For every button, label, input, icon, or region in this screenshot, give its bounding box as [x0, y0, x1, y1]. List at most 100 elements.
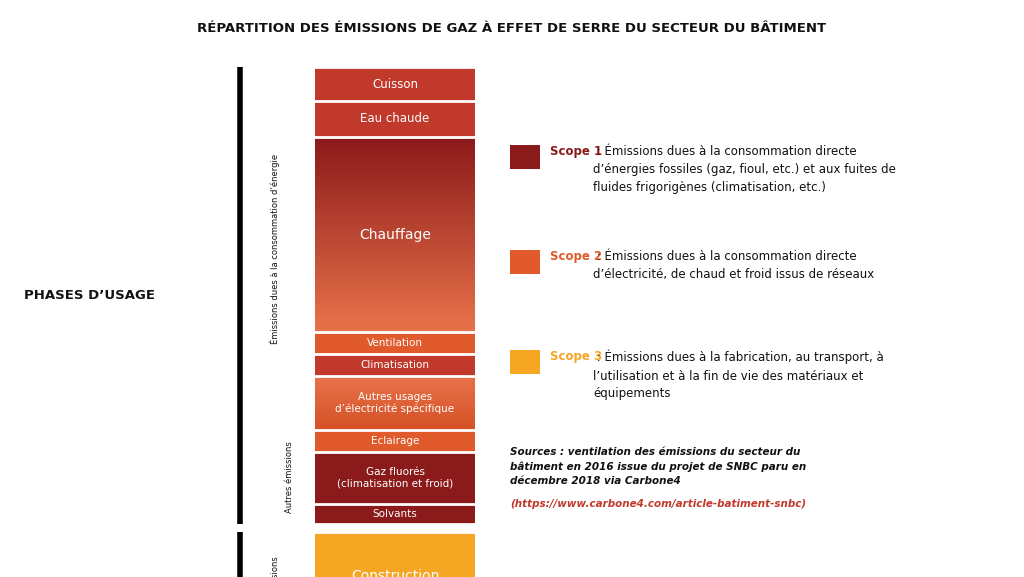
Bar — [315, 231, 475, 234]
Bar — [315, 421, 475, 422]
Text: Ventilation: Ventilation — [367, 338, 423, 348]
Bar — [315, 211, 475, 215]
Text: Autres émissions: Autres émissions — [286, 441, 295, 513]
Bar — [315, 389, 475, 391]
Text: Autres émissions: Autres émissions — [270, 556, 280, 577]
Bar — [315, 166, 475, 170]
Bar — [315, 504, 475, 524]
Bar — [315, 415, 475, 417]
Bar — [315, 273, 475, 277]
Bar — [315, 414, 475, 415]
Bar — [510, 350, 540, 374]
Bar — [315, 422, 475, 424]
Bar — [315, 149, 475, 153]
Bar — [315, 243, 475, 248]
Bar — [315, 395, 475, 396]
Bar — [315, 381, 475, 383]
Bar — [315, 406, 475, 407]
Bar — [315, 430, 475, 452]
Bar — [315, 296, 475, 299]
Bar — [315, 403, 475, 405]
Bar — [315, 410, 475, 411]
Bar — [315, 267, 475, 270]
Bar — [315, 260, 475, 264]
Bar — [315, 325, 475, 329]
Text: Solvants: Solvants — [373, 509, 418, 519]
Text: PHASES D’USAGE: PHASES D’USAGE — [25, 289, 156, 302]
Bar — [315, 532, 475, 577]
Bar — [315, 417, 475, 418]
Bar — [315, 163, 475, 166]
Bar — [315, 143, 475, 147]
Bar — [315, 403, 475, 404]
Bar — [315, 398, 475, 399]
Bar — [315, 399, 475, 400]
Bar — [315, 402, 475, 403]
Bar — [315, 423, 475, 425]
Bar — [315, 67, 475, 101]
Bar — [315, 322, 475, 325]
Text: Scope 1: Scope 1 — [550, 145, 602, 158]
Bar — [315, 452, 475, 504]
Bar — [315, 392, 475, 394]
Bar — [315, 378, 475, 380]
Bar — [510, 250, 540, 274]
Bar — [315, 385, 475, 387]
Bar — [315, 140, 475, 144]
Bar — [315, 305, 475, 309]
Bar — [315, 376, 475, 378]
Bar — [315, 386, 475, 388]
Bar — [315, 146, 475, 150]
Bar — [315, 391, 475, 392]
Bar — [315, 407, 475, 409]
Text: : Émissions dues à la consommation directe
d’énergies fossiles (gaz, fioul, etc.: : Émissions dues à la consommation direc… — [593, 145, 896, 194]
Bar — [315, 379, 475, 380]
Bar — [315, 257, 475, 260]
Bar — [315, 332, 475, 354]
Bar — [315, 384, 475, 385]
Bar — [315, 409, 475, 410]
Bar — [315, 101, 475, 137]
Bar — [315, 312, 475, 316]
Bar — [315, 270, 475, 273]
Bar — [315, 424, 475, 425]
Bar — [315, 377, 475, 379]
Bar — [315, 387, 475, 388]
Bar — [315, 408, 475, 409]
Text: (https://www.carbone4.com/article-batiment-snbc): (https://www.carbone4.com/article-batime… — [510, 499, 806, 509]
Bar — [315, 286, 475, 290]
Bar — [315, 383, 475, 384]
Bar — [315, 175, 475, 179]
Bar — [315, 419, 475, 421]
Text: Eclairage: Eclairage — [371, 436, 419, 446]
Bar — [315, 405, 475, 407]
Bar — [315, 185, 475, 189]
Text: : Émissions dues à la consommation directe
d’électricité, de chaud et froid issu: : Émissions dues à la consommation direc… — [593, 250, 874, 281]
Bar — [315, 400, 475, 401]
Bar — [315, 137, 475, 140]
Text: Autres usages
d’électricité spécifique: Autres usages d’électricité spécifique — [336, 392, 455, 414]
Bar — [315, 309, 475, 313]
Bar — [315, 189, 475, 192]
Bar — [315, 413, 475, 415]
Bar — [315, 396, 475, 398]
Bar — [315, 302, 475, 306]
Bar — [315, 404, 475, 406]
Bar — [315, 169, 475, 173]
Text: Scope 2: Scope 2 — [550, 250, 602, 263]
Bar — [315, 253, 475, 257]
Bar — [315, 413, 475, 414]
Bar — [315, 418, 475, 419]
Bar — [315, 411, 475, 412]
Bar — [315, 384, 475, 386]
Bar — [315, 425, 475, 426]
Bar — [315, 182, 475, 186]
Text: RÉPARTITION DES ÉMISSIONS DE GAZ À EFFET DE SERRE DU SECTEUR DU BÂTIMENT: RÉPARTITION DES ÉMISSIONS DE GAZ À EFFET… — [198, 22, 826, 35]
Bar — [315, 221, 475, 225]
Bar — [315, 237, 475, 241]
Bar — [315, 299, 475, 303]
Text: Construction
et/ou
Rénovation: Construction et/ou Rénovation — [351, 569, 439, 577]
Text: Émissions dues à la consommation d’énergie: Émissions dues à la consommation d’énerg… — [269, 153, 281, 343]
Text: Gaz fluorés
(climatisation et froid): Gaz fluorés (climatisation et froid) — [337, 467, 454, 489]
Bar — [315, 156, 475, 160]
